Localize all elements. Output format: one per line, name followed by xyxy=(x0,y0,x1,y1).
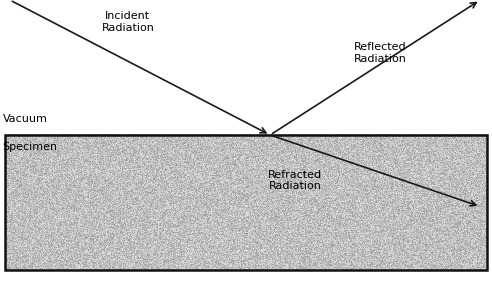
Text: Vacuum: Vacuum xyxy=(2,114,47,124)
Bar xyxy=(5,135,487,270)
Text: Refracted
Radiation: Refracted Radiation xyxy=(268,170,322,191)
Text: Specimen: Specimen xyxy=(2,142,58,151)
Text: Incident
Radiation: Incident Radiation xyxy=(101,11,154,33)
Text: Reflected
Radiation: Reflected Radiation xyxy=(354,42,407,64)
